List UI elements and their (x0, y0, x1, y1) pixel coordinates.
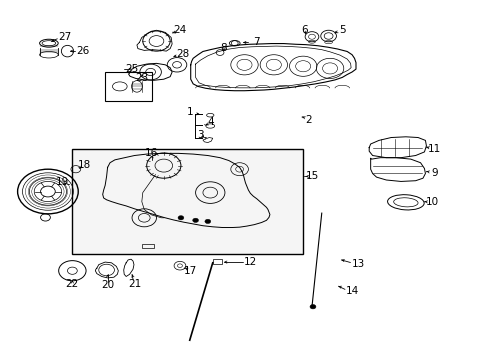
Text: 5: 5 (338, 24, 345, 35)
Text: 16: 16 (144, 148, 158, 158)
Text: 14: 14 (345, 286, 358, 296)
Bar (72, 149, 303, 254)
Bar (142, 244, 154, 248)
Text: 23: 23 (135, 73, 148, 84)
Text: 26: 26 (76, 46, 90, 56)
Text: 17: 17 (183, 266, 197, 276)
Text: 20: 20 (101, 280, 114, 290)
Text: 21: 21 (128, 279, 142, 289)
Circle shape (192, 218, 198, 222)
Text: 27: 27 (58, 32, 71, 42)
Text: 28: 28 (175, 49, 189, 59)
Text: 2: 2 (305, 114, 312, 125)
Circle shape (309, 305, 315, 309)
Text: 10: 10 (426, 197, 438, 207)
Circle shape (204, 219, 210, 224)
Text: 24: 24 (173, 25, 186, 35)
Text: 8: 8 (220, 42, 227, 53)
Text: 3: 3 (197, 130, 203, 140)
Bar (212, 259, 222, 264)
Text: 13: 13 (350, 258, 364, 269)
Text: 12: 12 (243, 257, 257, 267)
Text: 22: 22 (65, 279, 79, 289)
Text: 4: 4 (207, 117, 214, 127)
Text: 9: 9 (430, 168, 437, 178)
Text: 7: 7 (252, 37, 259, 48)
Text: 11: 11 (427, 144, 440, 154)
Text: 18: 18 (77, 160, 91, 170)
Text: 1: 1 (186, 107, 193, 117)
Text: 6: 6 (300, 24, 307, 35)
Text: 19: 19 (56, 177, 69, 187)
Text: 15: 15 (305, 171, 318, 181)
Text: 25: 25 (125, 64, 139, 74)
Circle shape (178, 216, 183, 220)
Bar (105, 72, 151, 101)
